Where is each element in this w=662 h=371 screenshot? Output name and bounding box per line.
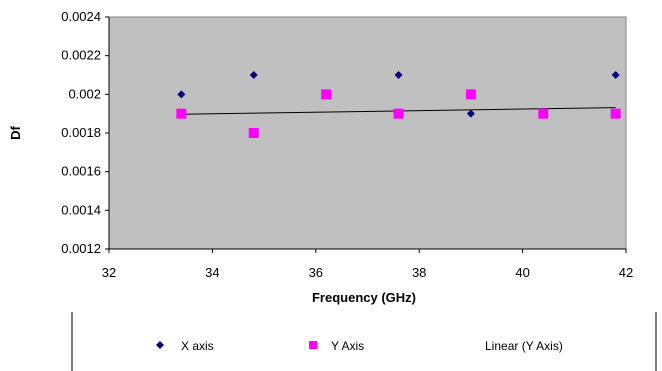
x-tick-label: 34	[205, 265, 219, 280]
x-axis-series-point	[466, 109, 475, 118]
x-tick-label: 36	[309, 265, 323, 280]
y-axis-series-point	[248, 128, 259, 138]
y-axis-series-point	[176, 108, 187, 119]
y-tick-label: 0.0014	[61, 202, 101, 217]
y-axis-series-point	[610, 108, 621, 119]
y-tick-label: 0.002	[68, 86, 101, 101]
x-tick-label: 42	[619, 265, 633, 280]
y-tick-label: 0.0018	[61, 125, 101, 140]
y-tick-label: 0.0016	[61, 164, 101, 179]
x-axis-series-point	[611, 71, 620, 79]
x-tick-label: 38	[412, 265, 426, 280]
x-tick-label: 40	[515, 265, 529, 280]
x-axis-series-point	[177, 90, 186, 99]
y-axis-series-point	[321, 89, 332, 100]
y-axis-series-point	[538, 108, 549, 119]
y-tick-label: 0.0012	[61, 241, 101, 256]
x-tick-label: 32	[102, 265, 116, 280]
y-tick-label: 0.0022	[61, 48, 101, 63]
legend-label-x-axis: X axis	[181, 339, 214, 353]
plot-area	[108, 16, 627, 250]
y-axis-title: Df	[8, 125, 23, 139]
legend-label-y-axis: Y Axis	[331, 339, 364, 353]
legend-label-linear-trend: Linear (Y Axis)	[485, 339, 563, 353]
legend-diamond-marker-icon	[156, 341, 164, 349]
x-axis-title: Frequency (GHz)	[312, 290, 416, 305]
y-tick-label: 0.0024	[61, 9, 101, 24]
legend-square-marker-icon	[309, 341, 317, 349]
y-axis-series-point	[393, 108, 404, 119]
x-axis-series-point	[249, 71, 258, 79]
legend: X axis Y Axis Linear (Y Axis)	[71, 312, 657, 371]
y-axis-series-point	[465, 89, 476, 100]
x-axis-series-point	[394, 71, 403, 79]
